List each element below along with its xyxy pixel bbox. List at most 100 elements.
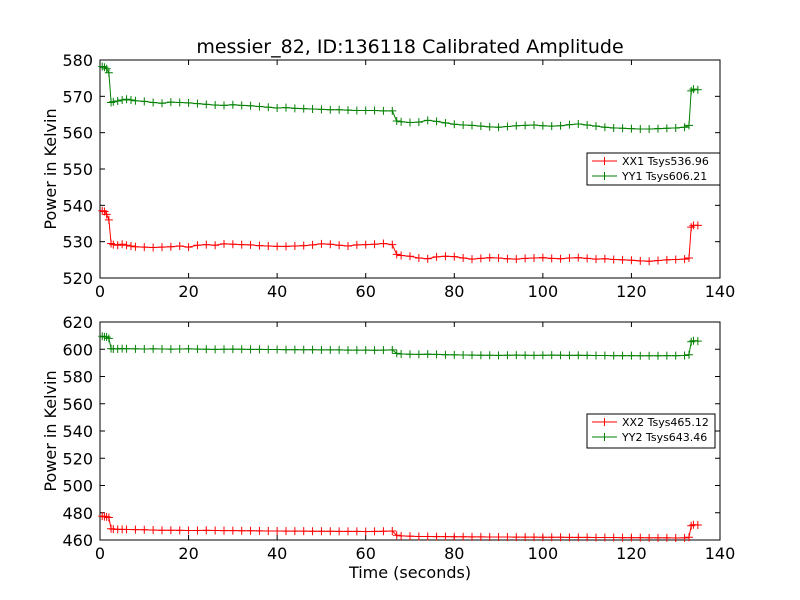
legend-marker (600, 172, 609, 180)
data-point (423, 350, 432, 359)
data-point (166, 345, 175, 354)
data-point (158, 344, 166, 353)
data-point (344, 242, 352, 251)
data-point (618, 124, 627, 133)
data-point (264, 345, 273, 354)
data-point (685, 533, 693, 542)
data-point (326, 105, 335, 114)
data-point (565, 533, 574, 542)
data-point (494, 533, 503, 542)
data-point (406, 252, 414, 261)
data-point (388, 527, 397, 536)
data-point (494, 123, 503, 132)
data-point (654, 351, 662, 360)
data-point (140, 243, 149, 252)
data-point (583, 121, 592, 130)
legend-marker (600, 157, 609, 165)
data-point (459, 532, 468, 541)
data-point (273, 103, 282, 112)
data-point (459, 254, 468, 263)
data-point (118, 95, 127, 104)
data-point (237, 240, 246, 249)
data-point (290, 242, 299, 251)
data-point (122, 95, 131, 104)
data-point (645, 351, 654, 360)
data-point (122, 525, 131, 534)
data-point (530, 254, 538, 263)
data-point (361, 346, 370, 355)
data-point (521, 533, 530, 542)
data-point (264, 103, 273, 112)
data-point (228, 526, 237, 535)
data-point (237, 101, 246, 110)
data-point (583, 533, 592, 542)
data-point (609, 351, 618, 360)
data-point (211, 526, 220, 535)
data-point (255, 102, 264, 111)
y-tick-label: 460 (62, 531, 93, 550)
data-point (556, 121, 565, 130)
data-point (122, 344, 131, 353)
data-point (344, 346, 352, 355)
x-tick-label: 100 (528, 544, 559, 563)
y-tick-label: 620 (62, 313, 93, 332)
data-point (344, 527, 352, 536)
data-point (237, 526, 246, 535)
data-point (255, 241, 264, 250)
data-point (370, 346, 379, 355)
data-point (290, 104, 299, 113)
data-point (264, 242, 273, 251)
data-point (361, 106, 370, 115)
data-point (423, 116, 432, 125)
data-point (627, 256, 636, 265)
data-point (662, 533, 671, 542)
data-point (149, 344, 158, 353)
data-point (397, 117, 406, 126)
data-point (636, 533, 645, 542)
data-point (246, 240, 255, 249)
legend-label: YY1 Tsys606.21 (621, 170, 707, 183)
data-point (432, 350, 441, 359)
data-point (530, 121, 538, 130)
chart-panel-1: 0 20 40 60 80 100 120 140 520 530 540 550 560 570 580 P… (41, 51, 735, 301)
data-point (618, 533, 627, 542)
data-point (290, 345, 299, 354)
data-point (654, 533, 662, 542)
data-point (685, 121, 693, 130)
data-point (530, 351, 538, 360)
data-point (432, 252, 441, 261)
data-point (689, 85, 698, 94)
data-point (680, 351, 689, 360)
data-point (654, 124, 662, 133)
data-point (308, 345, 317, 354)
data-point (662, 351, 671, 360)
series-markers (98, 62, 702, 134)
y-tick-label: 520 (62, 449, 93, 468)
data-point (388, 106, 397, 115)
data-point (485, 122, 494, 131)
data-point (102, 210, 111, 219)
data-point (317, 345, 326, 354)
data-point (122, 241, 131, 250)
data-point (127, 95, 135, 104)
data-point (388, 240, 397, 249)
y-tick-label: 540 (62, 422, 93, 441)
data-point (512, 533, 521, 542)
y-tick-label: 580 (62, 368, 93, 387)
data-point (414, 118, 423, 127)
data-point (131, 525, 140, 534)
data-point (211, 101, 220, 110)
data-point (397, 531, 406, 540)
data-point (538, 533, 547, 542)
x-tick-label: 60 (356, 544, 376, 563)
legend: XX1 Tsys536.96 YY1 Tsys606.21 (586, 152, 721, 186)
data-point (308, 527, 317, 536)
data-point (645, 257, 654, 266)
data-point (104, 334, 113, 343)
data-point (158, 99, 166, 108)
y-tick-label: 580 (62, 51, 93, 70)
data-point (282, 103, 290, 112)
data-point (503, 533, 512, 542)
data-point (574, 533, 583, 542)
data-point (113, 241, 122, 250)
